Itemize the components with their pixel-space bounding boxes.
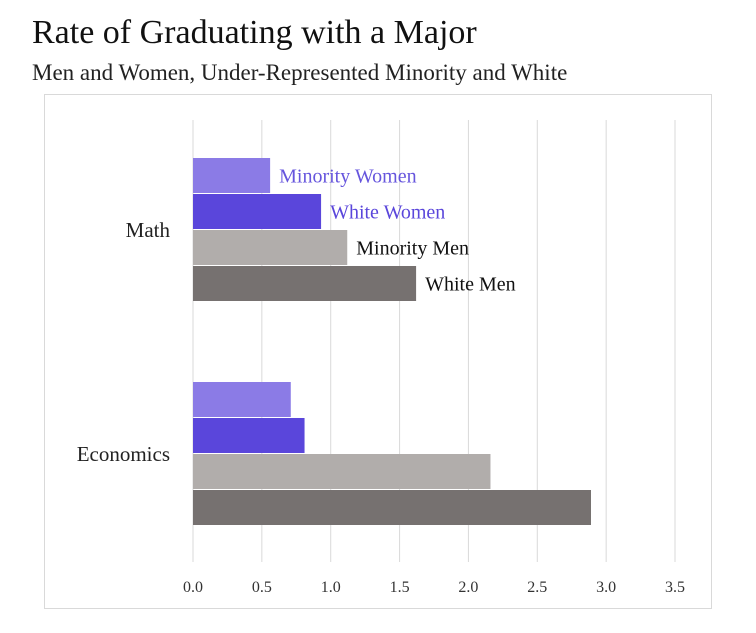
x-tick-label: 0.5 bbox=[252, 579, 272, 596]
bar bbox=[193, 382, 291, 417]
x-tick-label: 1.0 bbox=[321, 579, 341, 596]
x-tick-label: 3.0 bbox=[596, 579, 616, 596]
category-label: Economics bbox=[77, 442, 170, 466]
bar bbox=[193, 230, 348, 265]
series-label: White Men bbox=[425, 274, 516, 296]
bar bbox=[193, 418, 305, 453]
bar bbox=[193, 490, 591, 525]
x-tick-label: 3.5 bbox=[665, 579, 685, 596]
category-label: Math bbox=[126, 218, 171, 242]
x-tick-label: 1.5 bbox=[390, 579, 410, 596]
x-tick-label: 2.0 bbox=[458, 579, 478, 596]
bar bbox=[193, 266, 417, 301]
series-label: Minority Women bbox=[279, 166, 416, 188]
bar bbox=[193, 158, 271, 193]
series-label: Minority Men bbox=[356, 238, 469, 260]
chart-subtitle: Men and Women, Under-Represented Minorit… bbox=[32, 60, 568, 85]
x-tick-label: 0.0 bbox=[183, 579, 203, 596]
series-label: White Women bbox=[330, 202, 445, 224]
x-tick-label: 2.5 bbox=[527, 579, 547, 596]
chart-title: Rate of Graduating with a Major bbox=[32, 14, 477, 51]
bar bbox=[193, 454, 491, 489]
chart-frame bbox=[44, 94, 712, 609]
bar bbox=[193, 194, 322, 229]
